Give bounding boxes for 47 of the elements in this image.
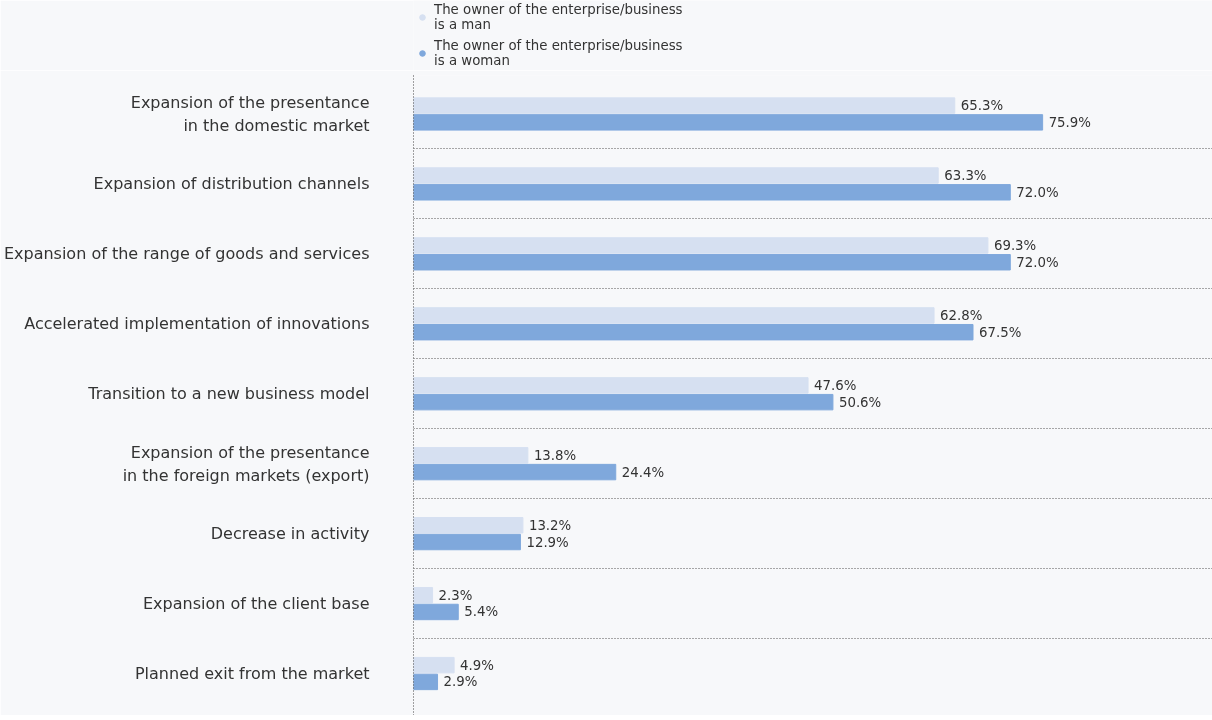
bar — [413, 184, 1011, 201]
y-tick-label: Transition to a new business model — [87, 384, 370, 404]
bar — [413, 323, 974, 341]
data-label: 75.9% — [1048, 114, 1091, 130]
y-tick-label: Accelerated implementation of innovations — [24, 314, 370, 334]
data-label: 62.8% — [940, 307, 983, 323]
legend-label: The owner of the enterprise/business is a man — [434, 2, 683, 32]
bar — [413, 254, 1011, 271]
data-label: 69.3% — [993, 237, 1037, 253]
data-label: 12.9% — [526, 534, 569, 550]
y-tick-label: Decrease in activity — [210, 524, 370, 544]
data-label: 2.3% — [438, 587, 473, 603]
legend-label: The owner of the enterprise/business is a woman — [434, 38, 683, 68]
data-label: 63.3% — [944, 168, 987, 184]
data-label: 65.3% — [960, 98, 1004, 114]
y-tick-label: Expansion of the presentance in the domestic market — [130, 93, 370, 135]
bar — [413, 377, 809, 394]
y-tick-label: Expansion of the presentance in the foreign markets (export) — [122, 442, 370, 485]
bar — [413, 517, 524, 534]
bar — [413, 237, 989, 254]
data-label: 13.2% — [528, 517, 572, 533]
data-label: 5.4% — [464, 604, 499, 620]
bar — [413, 393, 834, 411]
data-label: 4.9% — [460, 657, 494, 673]
y-tick-label: Expansion of the range of goods and services — [3, 244, 370, 264]
bar — [413, 533, 521, 551]
bar — [413, 673, 439, 691]
bar — [413, 114, 1044, 131]
bar — [413, 656, 455, 674]
data-label: 72.0% — [1016, 254, 1059, 270]
data-label: 72.0% — [1016, 184, 1059, 200]
y-tick-label: Expansion of the client base — [143, 594, 370, 614]
bar — [413, 586, 434, 604]
bar — [413, 167, 939, 184]
bar — [413, 603, 459, 621]
data-label: 24.4% — [621, 464, 665, 480]
bar — [413, 97, 956, 114]
y-tick-label: Planned exit from the market — [134, 664, 370, 684]
data-label: 50.6% — [838, 394, 882, 410]
bar — [413, 463, 617, 481]
data-label: 13.8% — [533, 447, 577, 463]
bar — [413, 447, 529, 464]
data-label: 47.6% — [814, 377, 857, 393]
data-label: 2.9% — [443, 674, 478, 690]
bar — [413, 307, 935, 324]
data-label: 67.5% — [979, 324, 1022, 340]
y-tick-label: Expansion of distribution channels — [93, 174, 370, 194]
